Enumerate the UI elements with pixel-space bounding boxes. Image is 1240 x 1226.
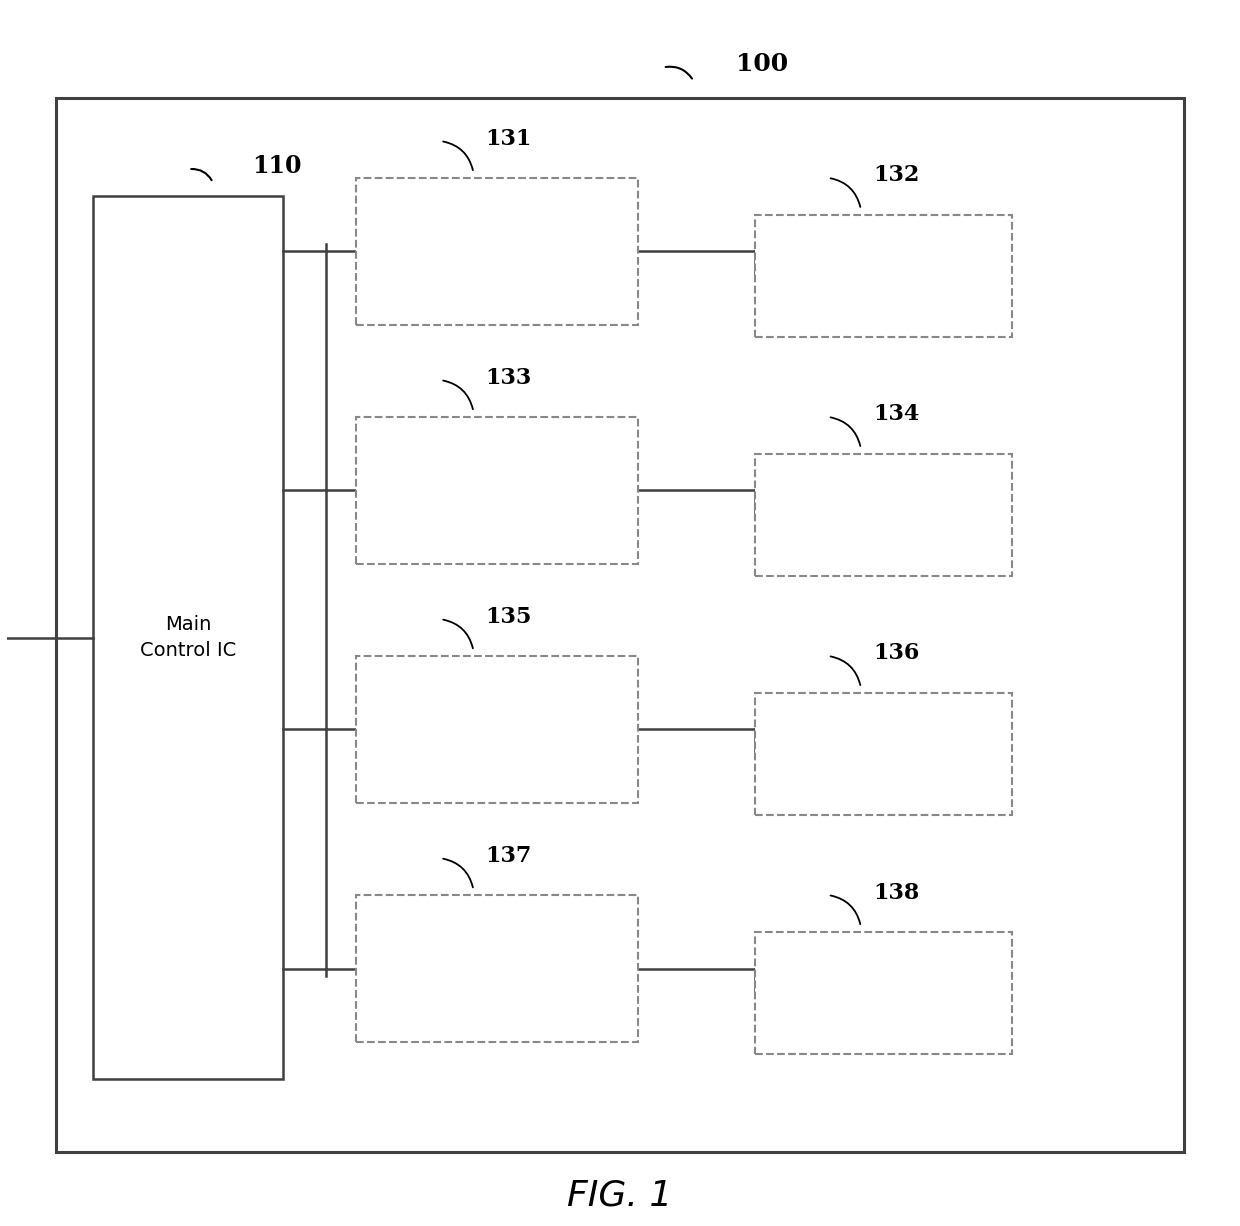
Text: 138: 138 — [873, 881, 920, 904]
Text: NAND Flash Memory
Module: NAND Flash Memory Module — [414, 711, 580, 748]
Text: 100: 100 — [737, 51, 789, 76]
Text: NAND Flash Memory
Module: NAND Flash Memory Module — [801, 736, 966, 772]
Text: NAND Flash Memory
Module: NAND Flash Memory Module — [801, 975, 966, 1011]
Bar — [356, 417, 639, 564]
Text: 135: 135 — [486, 606, 532, 628]
Text: 131: 131 — [486, 128, 532, 150]
Text: NAND Flash Memory
Module: NAND Flash Memory Module — [801, 257, 966, 294]
Text: NAND Flash Memory
Module: NAND Flash Memory Module — [414, 233, 580, 270]
Bar — [93, 196, 283, 1079]
Text: NAND Flash Memory
Module: NAND Flash Memory Module — [414, 472, 580, 509]
Bar — [755, 693, 1012, 815]
Text: 132: 132 — [873, 164, 920, 186]
Bar — [755, 215, 1012, 337]
Bar — [356, 895, 639, 1042]
Text: 136: 136 — [873, 642, 920, 664]
Text: NAND Flash Memory
Module: NAND Flash Memory Module — [414, 950, 580, 987]
Text: NAND Flash Memory
Module: NAND Flash Memory Module — [801, 497, 966, 533]
Bar — [356, 178, 639, 325]
Text: 110: 110 — [252, 153, 301, 178]
Text: FIG. 1: FIG. 1 — [568, 1178, 672, 1213]
Bar — [755, 932, 1012, 1054]
Text: 133: 133 — [486, 367, 532, 389]
Bar — [755, 454, 1012, 576]
Bar — [356, 656, 639, 803]
Bar — [56, 98, 1184, 1152]
Text: Main
Control IC: Main Control IC — [140, 614, 236, 661]
Text: 137: 137 — [486, 845, 532, 867]
Text: 134: 134 — [873, 403, 919, 425]
